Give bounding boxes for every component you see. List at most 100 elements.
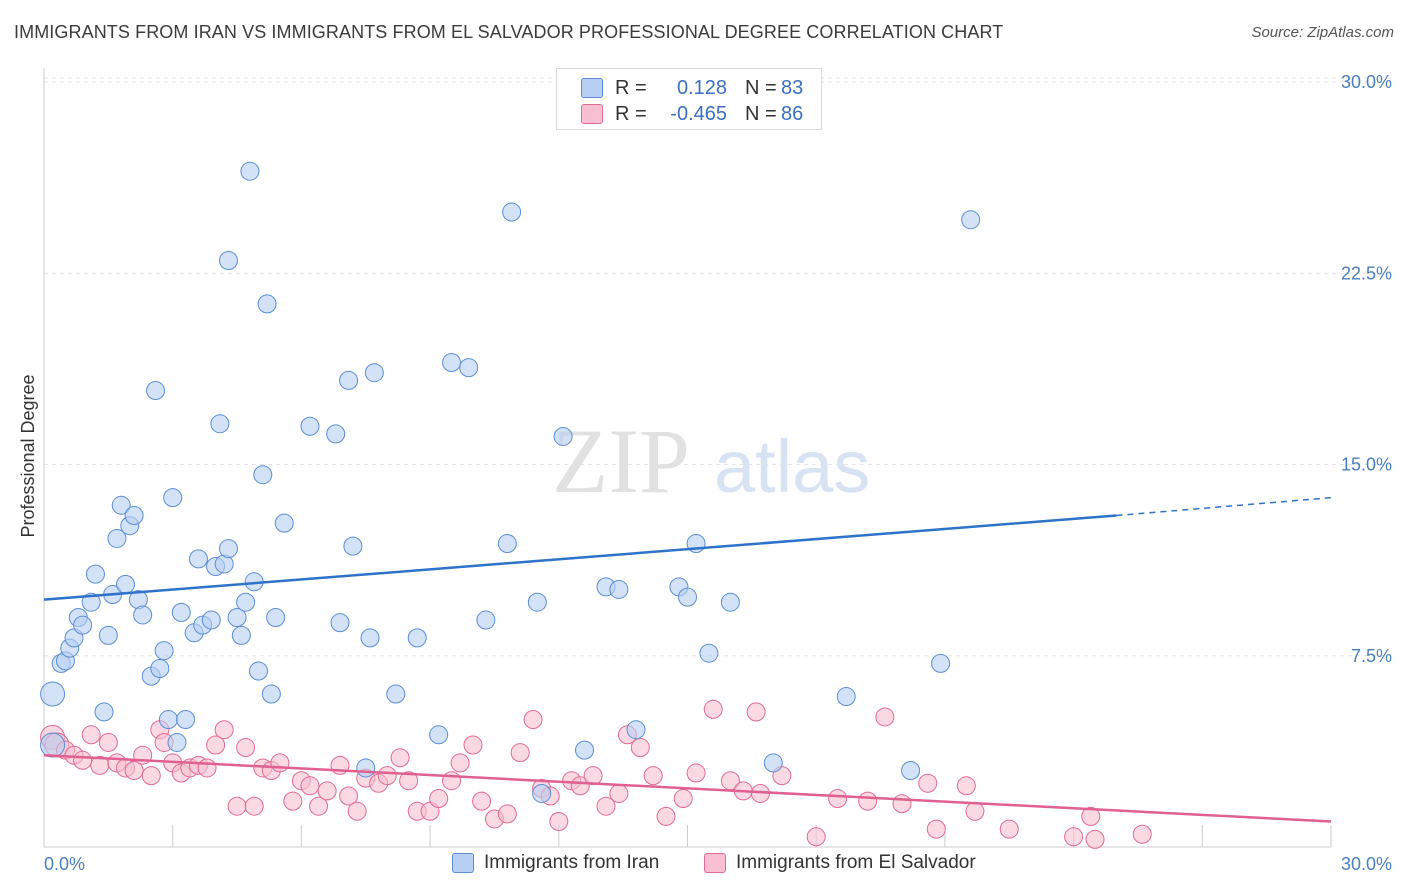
legend-item-el-salvador[interactable]: Immigrants from El Salvador — [704, 852, 976, 874]
axes — [43, 68, 1332, 848]
series-el-salvador-points — [40, 699, 1152, 849]
y-tick-label: 22.5% — [1341, 263, 1392, 283]
iran-point — [553, 426, 573, 446]
iran-swatch — [581, 78, 603, 98]
watermark: ZIP atlas — [552, 410, 870, 512]
iran-point — [836, 687, 856, 707]
el-salvador-point — [236, 738, 256, 758]
iran-point — [210, 414, 230, 434]
iran-point — [231, 625, 251, 645]
iran-point — [678, 587, 697, 607]
el-salvador-point — [965, 801, 985, 821]
iran-point — [502, 202, 522, 222]
el-salvador-point — [497, 804, 517, 824]
y-tick-label: 30.0% — [1341, 72, 1392, 92]
el-salvador-point — [390, 748, 410, 768]
iran-point — [407, 628, 427, 648]
el-salvador-point — [206, 735, 226, 755]
iran-point — [429, 725, 449, 745]
el-salvador-point — [999, 819, 1019, 839]
iran-point — [266, 608, 286, 627]
iran-point — [626, 720, 646, 740]
iran-point — [154, 641, 174, 661]
iran-point — [609, 579, 629, 599]
el-salvador-point — [806, 827, 826, 847]
iran-point — [343, 536, 363, 556]
iran-point — [356, 758, 376, 778]
el-salvador-point — [429, 789, 449, 809]
el-salvador-point — [339, 786, 359, 806]
el-salvador-point — [81, 725, 101, 745]
el-salvador-point — [197, 758, 217, 778]
legend-iran-label: Immigrants from Iran — [484, 852, 660, 873]
el-salvador-point — [377, 766, 397, 786]
iran-point — [146, 381, 166, 401]
y-tick-label: 15.0% — [1341, 455, 1392, 475]
iran-point — [171, 602, 191, 622]
iran-trend-extension — [1116, 496, 1332, 517]
iran-point — [240, 161, 260, 181]
iran-point — [94, 702, 114, 722]
el-salvador-point — [442, 771, 462, 791]
el-salvador-point — [858, 791, 878, 811]
stats-row-iran: R = 0.128 N = 83 — [581, 75, 803, 101]
iran-point — [201, 610, 221, 630]
iran-point — [763, 753, 783, 773]
el-salvador-point — [656, 806, 676, 826]
el-salvador-point — [244, 796, 264, 816]
el-salvador-point — [214, 720, 234, 740]
iran-point — [81, 592, 101, 612]
iran-point — [167, 732, 187, 752]
el-salvador-point — [463, 735, 483, 755]
iran-point — [901, 761, 921, 780]
iran-point — [330, 613, 350, 633]
el-salvador-point — [643, 766, 663, 786]
el-salvador-point — [98, 732, 118, 752]
legend-iran-swatch — [452, 853, 474, 873]
r-value: 0.128 — [676, 76, 727, 99]
el-salvador-point — [570, 776, 590, 796]
bottom-legend: Immigrants from Iran Immigrants from El … — [0, 852, 1406, 878]
el-salvador-point — [918, 773, 938, 793]
iran-point — [188, 549, 208, 569]
iran-point — [931, 653, 951, 673]
r-label: R = — [615, 76, 647, 99]
iran-point — [85, 564, 105, 584]
iran-point — [386, 684, 406, 704]
iran-point — [236, 592, 256, 612]
el-salvador-trend-line — [43, 753, 1332, 823]
el-salvador-point — [828, 789, 848, 809]
r-label: R = — [615, 102, 647, 125]
el-salvador-point — [523, 710, 543, 729]
iran-point — [300, 416, 320, 436]
el-salvador-point — [399, 771, 419, 791]
el-salvador-point — [317, 781, 337, 801]
el-salvador-point — [1085, 829, 1105, 849]
el-salvador-point — [746, 702, 766, 722]
stats-row-el-salvador: R = -0.465 N = 86 — [581, 101, 803, 127]
iran-point — [227, 608, 247, 627]
el-salvador-point — [630, 738, 650, 758]
legend-item-iran[interactable]: Immigrants from Iran — [452, 852, 659, 874]
source-label: Source: ZipAtlas.com — [1251, 24, 1394, 41]
n-label: N = — [745, 76, 777, 99]
iran-point — [360, 628, 380, 648]
iran-trend-line — [43, 514, 1117, 601]
legend-el-salvador-label: Immigrants from El Salvador — [736, 852, 976, 873]
y-axis-label: Professional Degree — [18, 374, 38, 537]
iran-point — [364, 363, 384, 383]
iran-point — [40, 681, 66, 707]
iran-point — [476, 610, 496, 630]
el-salvador-point — [300, 776, 320, 796]
iran-point — [73, 615, 93, 635]
iran-point — [575, 740, 595, 760]
el-salvador-point — [686, 763, 706, 783]
iran-point — [532, 783, 552, 803]
el-salvador-point — [673, 789, 693, 809]
iran-point — [699, 643, 719, 663]
iran-point — [163, 488, 183, 508]
iran-point — [459, 358, 479, 378]
iran-point — [274, 513, 294, 533]
iran-point — [961, 210, 981, 230]
el-salvador-point — [609, 783, 629, 803]
